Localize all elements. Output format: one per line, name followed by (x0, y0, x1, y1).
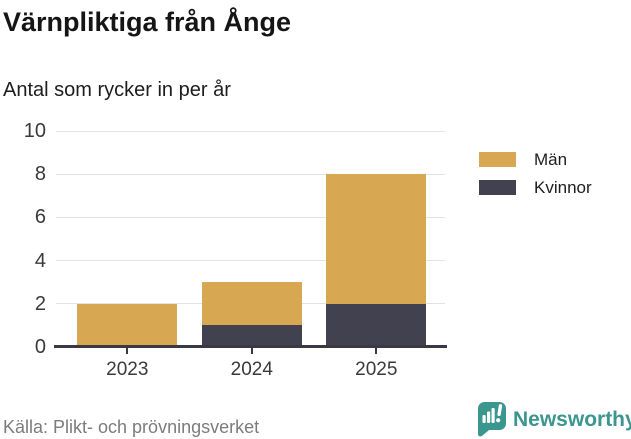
brand-logo: Newsworthy (477, 401, 631, 439)
bar-segment-kvinnor-2025 (326, 303, 427, 347)
legend-label-kvinnor: Kvinnor (534, 178, 592, 197)
chart-subtitle: Antal som rycker in per år (3, 79, 231, 101)
x-tick-label-2024: 2024 (230, 359, 273, 380)
bar-segment-kvinnor-2024 (201, 325, 302, 347)
source-text: Källa: Plikt- och prövningsverket (3, 417, 260, 437)
legend: Män Kvinnor (479, 151, 592, 207)
gridline-10 (56, 130, 445, 132)
y-tick-label-6: 6 (34, 206, 46, 229)
bar-segment-män-2023 (77, 303, 178, 347)
y-tick-label-10: 10 (23, 120, 46, 142)
chart-title: Värnpliktiga från Ånge (3, 7, 292, 37)
legend-swatch-kvinnor (479, 180, 516, 195)
legend-swatch-man (479, 152, 516, 167)
x-tick-2023 (126, 348, 129, 354)
legend-label-man: Män (534, 150, 568, 169)
x-axis-line (54, 345, 447, 348)
gridline-6 (56, 216, 445, 218)
y-tick-label-0: 0 (34, 336, 46, 358)
y-tick-label-2: 2 (34, 292, 46, 315)
exclamation-icon (496, 404, 503, 423)
bar-segment-män-2024 (201, 282, 302, 326)
plot-area: 0 2 4 6 8 10 2023 2024 2025 (24, 120, 447, 380)
y-tick-label-8: 8 (34, 163, 46, 186)
brand-name: Newsworthy (513, 408, 631, 431)
legend-item-man: Män (479, 151, 592, 168)
x-tick-label-2025: 2025 (355, 359, 398, 380)
mini-bar-chart-icon (482, 408, 495, 423)
gridline-8 (56, 173, 445, 175)
x-tick-2025 (375, 348, 378, 354)
x-tick-2024 (250, 348, 253, 354)
newsworthy-speech-bubble-icon (478, 402, 506, 437)
bar-segment-män-2025 (326, 174, 427, 304)
legend-item-kvinnor: Kvinnor (479, 179, 592, 196)
y-tick-label-4: 4 (34, 249, 46, 272)
gridline-4 (56, 260, 445, 262)
x-tick-label-2023: 2023 (106, 359, 149, 380)
